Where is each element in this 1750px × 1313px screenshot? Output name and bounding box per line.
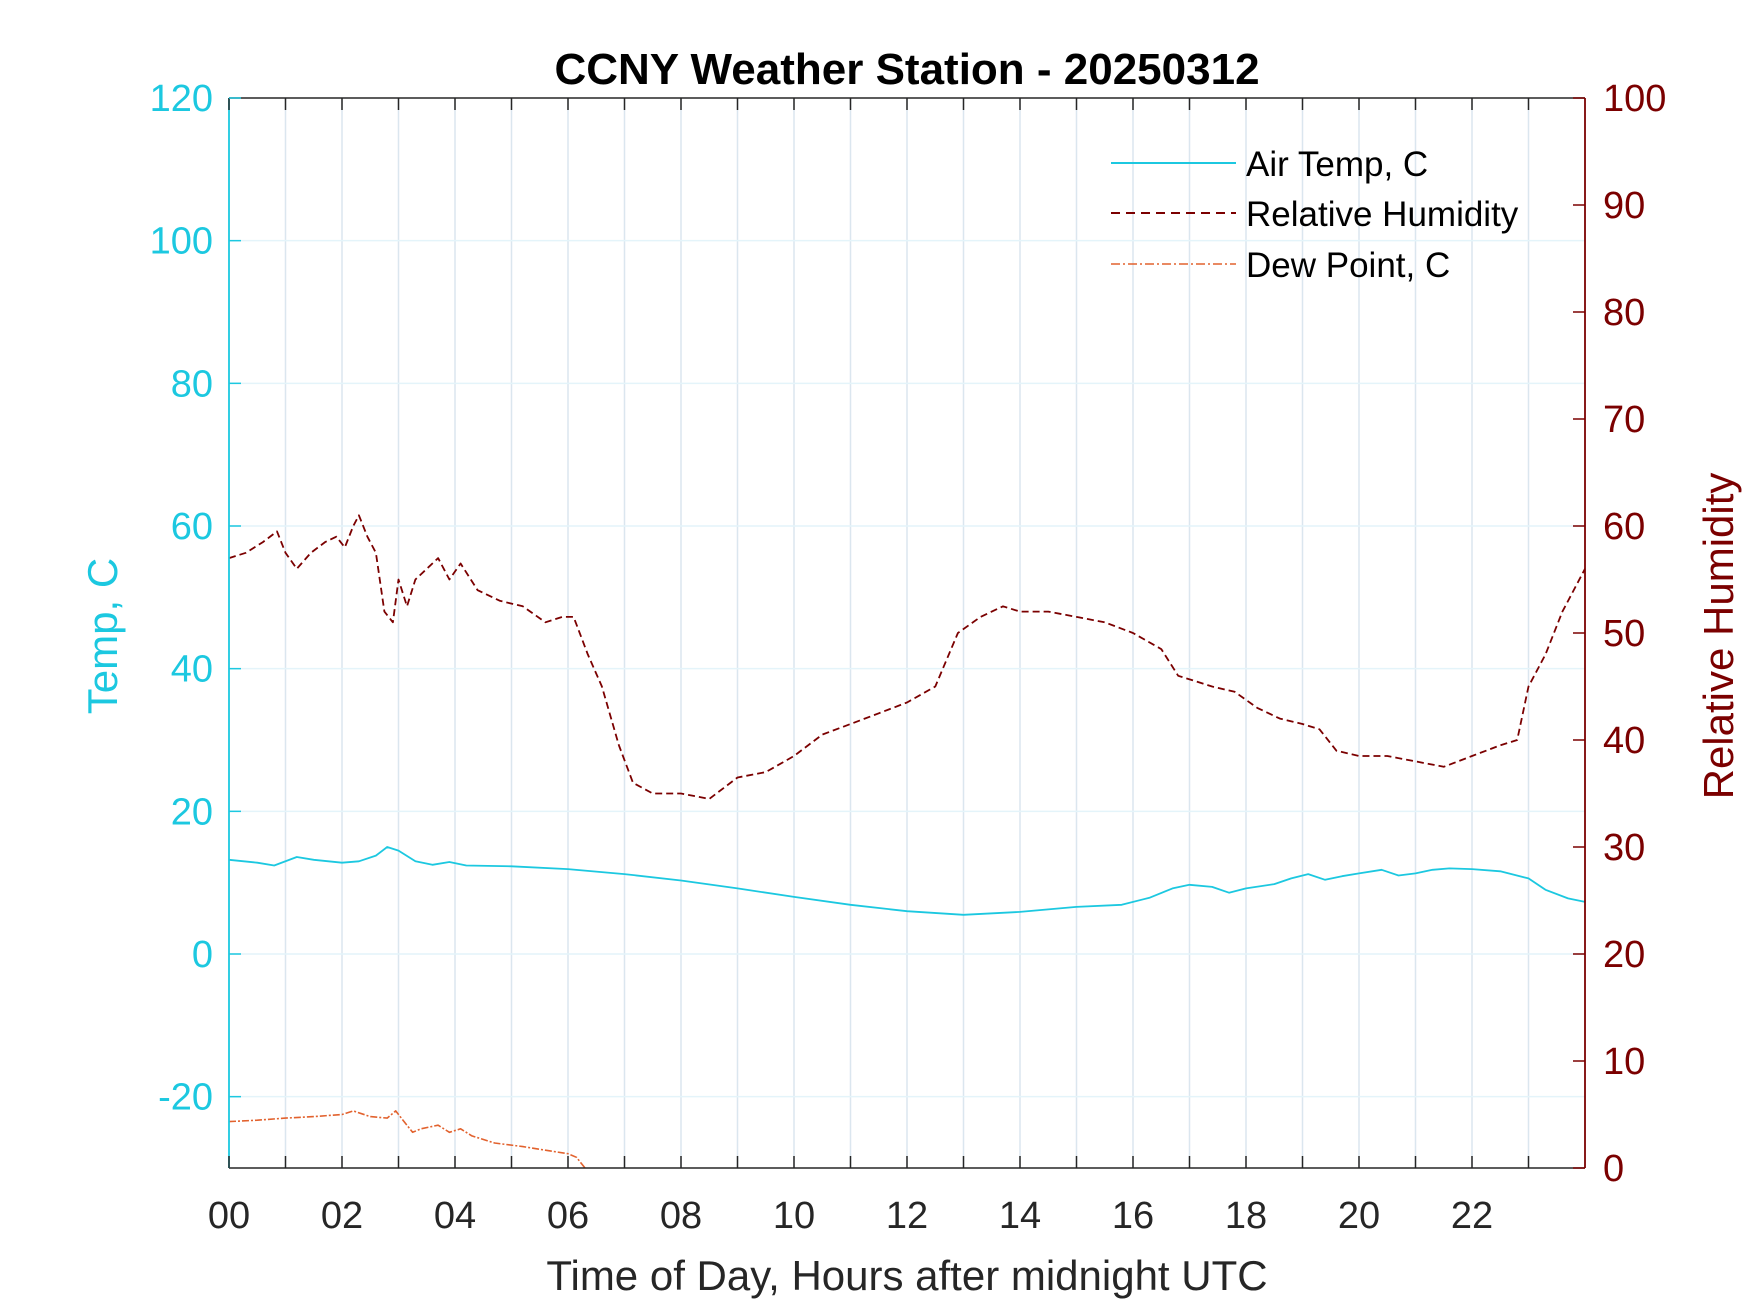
y-left-tick-label: 100 (150, 221, 213, 263)
series-relative-humidity (228, 514, 1586, 800)
y-right-tick-label: 20 (1603, 934, 1645, 976)
ticks-layer: 00 02 04 06 08 10 12 14 16 18 20 22-200204060801001… (150, 78, 1667, 1237)
legend-label-dew-point: Dew Point, C (1246, 246, 1450, 285)
y-left-tick-label: -20 (158, 1077, 213, 1119)
x-tick-label: 20 (1338, 1195, 1380, 1237)
y-right-tick-label: 40 (1603, 720, 1645, 762)
x-tick-label: 08 (660, 1195, 702, 1237)
series-dew-point (228, 1110, 586, 1169)
y-right-tick-label: 50 (1603, 613, 1645, 655)
series-air-temp (228, 846, 1586, 916)
y-left-tick-label: 60 (171, 506, 213, 548)
y-axis-left-label: Temp, C (79, 558, 126, 714)
x-tick-label: 14 (999, 1195, 1041, 1237)
x-tick-label: 18 (1225, 1195, 1267, 1237)
y-left-tick-label: 80 (171, 363, 213, 405)
x-tick-label: 06 (547, 1195, 589, 1237)
x-tick-label: 10 (773, 1195, 815, 1237)
y-right-tick-label: 0 (1603, 1148, 1624, 1190)
legend-label-air-temp: Air Temp, C (1246, 145, 1428, 184)
y-left-tick-label: 0 (192, 934, 213, 976)
y-left-tick-label: 20 (171, 791, 213, 833)
x-tick-label: 00 (208, 1195, 250, 1237)
y-right-tick-label: 60 (1603, 506, 1645, 548)
x-tick-label: 12 (886, 1195, 928, 1237)
y-right-tick-label: 90 (1603, 185, 1645, 227)
y-left-tick-label: 40 (171, 649, 213, 691)
legend: Air Temp, C Relative Humidity Dew Point,… (1111, 145, 1519, 285)
chart-title: CCNY Weather Station - 20250312 (554, 45, 1259, 94)
y-axis-right-label: Relative Humidity (1695, 473, 1742, 800)
x-tick-label: 16 (1112, 1195, 1154, 1237)
grid-layer (229, 98, 1585, 1168)
x-tick-label: 02 (321, 1195, 363, 1237)
y-left-tick-label: 120 (150, 78, 213, 120)
y-right-tick-label: 100 (1603, 78, 1666, 120)
y-right-tick-label: 80 (1603, 292, 1645, 334)
series-layer (228, 514, 1586, 1169)
y-right-tick-label: 30 (1603, 827, 1645, 869)
legend-label-humidity: Relative Humidity (1246, 195, 1519, 234)
x-tick-label: 22 (1451, 1195, 1493, 1237)
x-axis-label: Time of Day, Hours after midnight UTC (546, 1252, 1267, 1299)
x-tick-label: 04 (434, 1195, 476, 1237)
y-right-tick-label: 70 (1603, 399, 1645, 441)
y-right-tick-label: 10 (1603, 1041, 1645, 1083)
